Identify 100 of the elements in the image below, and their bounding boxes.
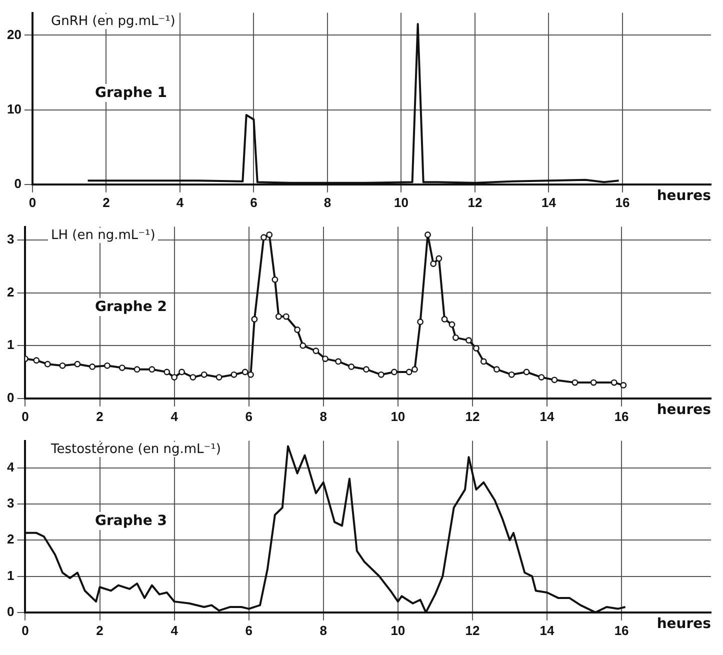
point bbox=[266, 232, 273, 238]
x-tick-label: 0 bbox=[28, 194, 36, 210]
point bbox=[348, 364, 355, 370]
point bbox=[294, 326, 300, 333]
x-tick-label: 4 bbox=[170, 408, 179, 424]
point bbox=[74, 360, 81, 368]
y-tick-label: 20 bbox=[6, 26, 22, 42]
y-tick-label: 4 bbox=[6, 459, 15, 474]
point bbox=[466, 337, 472, 344]
point bbox=[417, 318, 424, 326]
x-tick-label: 8 bbox=[320, 408, 328, 424]
x-tick-label: 8 bbox=[324, 194, 332, 210]
x-tick-label: 2 bbox=[96, 622, 104, 638]
point bbox=[452, 334, 459, 341]
point bbox=[480, 358, 487, 365]
y-tick-label: 2 bbox=[6, 284, 14, 300]
point bbox=[230, 371, 238, 378]
text: Graphe 2 bbox=[92, 298, 170, 316]
point bbox=[508, 371, 515, 378]
point bbox=[89, 364, 96, 370]
point bbox=[412, 366, 418, 373]
y-tick-label: 1 bbox=[6, 568, 14, 583]
point bbox=[164, 368, 170, 376]
point bbox=[33, 357, 40, 364]
x-tick-label: 8 bbox=[320, 622, 328, 638]
x-tick-label: 16 bbox=[614, 408, 629, 424]
x-tick-label: 10 bbox=[390, 622, 406, 638]
y-axis-title: Testostérone (en ng.mL⁻¹) bbox=[48, 442, 224, 457]
point bbox=[620, 382, 627, 388]
point bbox=[312, 348, 320, 354]
point bbox=[391, 368, 398, 376]
point bbox=[473, 345, 480, 352]
point bbox=[216, 374, 222, 380]
point bbox=[572, 379, 578, 386]
y-axis-title: LH (en ng.mL⁻¹) bbox=[48, 228, 158, 243]
point bbox=[44, 360, 51, 368]
x-tick-label: 4 bbox=[170, 622, 179, 638]
point bbox=[448, 321, 456, 328]
y-tick-label: 1 bbox=[6, 337, 14, 352]
point bbox=[190, 374, 196, 380]
point bbox=[378, 371, 384, 378]
point bbox=[118, 364, 126, 371]
point bbox=[436, 255, 442, 262]
y-tick-label: 0 bbox=[14, 176, 22, 191]
x-tick-label: 6 bbox=[245, 622, 252, 638]
point bbox=[322, 356, 328, 362]
point bbox=[551, 376, 558, 384]
y-tick-label: 2 bbox=[6, 532, 14, 547]
y-tick-label: 0 bbox=[6, 390, 14, 405]
point bbox=[104, 362, 110, 369]
x-axis-title: heures bbox=[656, 616, 711, 632]
point bbox=[590, 379, 597, 386]
point bbox=[148, 366, 156, 373]
point bbox=[275, 313, 282, 320]
y-tick-label: 3 bbox=[6, 232, 14, 247]
point bbox=[134, 366, 140, 373]
x-tick-label: 16 bbox=[615, 194, 630, 210]
point bbox=[171, 374, 178, 380]
x-axis-title: heures bbox=[656, 188, 711, 204]
x-tick-label: 12 bbox=[465, 408, 480, 424]
x-axis-title: heures bbox=[656, 402, 711, 418]
x-tick-label: 2 bbox=[96, 408, 104, 424]
point bbox=[300, 342, 306, 349]
point bbox=[335, 358, 342, 365]
y-tick-label: 3 bbox=[6, 496, 14, 511]
point bbox=[260, 234, 267, 241]
text: Graphe 3 bbox=[92, 512, 170, 530]
text: Graphe 1 bbox=[92, 84, 170, 102]
x-tick-label: 14 bbox=[540, 622, 556, 638]
x-tick-label: 6 bbox=[245, 408, 252, 424]
y-axis-title: GnRH (en pg.mL⁻¹) bbox=[48, 14, 178, 29]
point bbox=[272, 276, 278, 283]
x-tick-label: 14 bbox=[540, 408, 556, 424]
point bbox=[248, 371, 254, 378]
point bbox=[493, 366, 500, 373]
point bbox=[178, 368, 185, 376]
point bbox=[430, 260, 437, 267]
point bbox=[424, 232, 431, 238]
point bbox=[610, 379, 618, 386]
x-tick-label: 6 bbox=[250, 194, 258, 210]
x-tick-label: 4 bbox=[176, 194, 184, 210]
x-tick-label: 12 bbox=[465, 622, 480, 638]
x-tick-label: 10 bbox=[390, 408, 406, 424]
y-tick-label: 10 bbox=[6, 101, 22, 116]
x-tick-label: 12 bbox=[468, 194, 482, 210]
point bbox=[242, 368, 248, 376]
point bbox=[363, 366, 370, 373]
point bbox=[406, 368, 412, 376]
point bbox=[282, 313, 290, 320]
point bbox=[59, 362, 66, 369]
point bbox=[538, 374, 545, 380]
point bbox=[523, 368, 530, 376]
point bbox=[251, 316, 258, 322]
y-tick-label: 0 bbox=[6, 604, 14, 619]
x-tick-label: 14 bbox=[542, 194, 557, 210]
x-tick-label: 2 bbox=[102, 194, 110, 210]
point bbox=[200, 371, 208, 378]
point bbox=[441, 316, 448, 322]
x-tick-label: 10 bbox=[394, 194, 408, 210]
x-tick-label: 16 bbox=[614, 622, 629, 638]
